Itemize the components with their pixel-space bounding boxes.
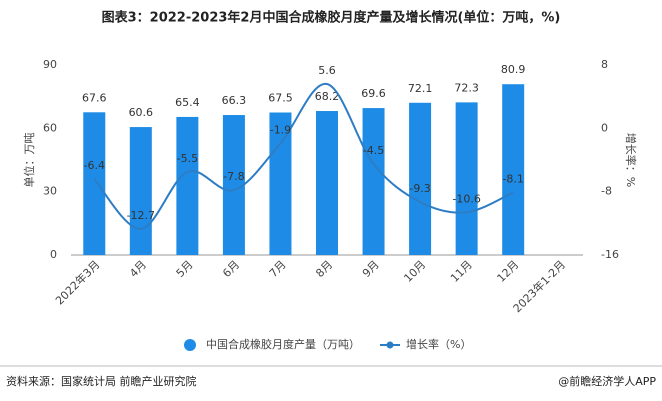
legend-label: 中国合成橡胶月度产量（万吨）: [206, 337, 360, 351]
bar: [129, 127, 152, 255]
bar: [455, 102, 478, 255]
x-tick-label: 10月: [401, 258, 428, 285]
line-value-label: -6.4: [84, 159, 105, 172]
x-tick-label: 6月: [220, 258, 242, 280]
chart-title: 图表3：2022-2023年2月中国合成橡胶月度产量及增长情况(单位：万吨，%): [102, 10, 561, 26]
y2-axis-label: 增长率：%: [624, 133, 638, 187]
line: [93, 82, 514, 230]
legend-swatch: [386, 341, 394, 349]
bar: [176, 116, 199, 255]
x-tick-label: 12月: [495, 258, 522, 285]
x-tick-label: 4月: [127, 258, 149, 280]
line-value-label: 5.6: [318, 64, 336, 77]
bar: [409, 102, 432, 256]
bar-value-label: 80.9: [501, 63, 526, 76]
x-tick-label: 7月: [267, 258, 289, 280]
x-tick-label: 8月: [313, 258, 335, 280]
bar-value-label: 65.4: [175, 96, 200, 109]
y2-tick-label: 8: [601, 58, 608, 71]
credit: @前瞻经济学人APP: [558, 374, 656, 388]
x-tick-label: 5月: [174, 258, 196, 280]
bar: [362, 108, 385, 255]
bar-value-label: 67.5: [268, 92, 293, 105]
y-tick-label: 90: [43, 58, 57, 71]
line-value-label: -7.8: [223, 170, 244, 183]
bar-value-label: 69.6: [361, 87, 386, 100]
y-tick-label: 0: [50, 248, 57, 261]
y-tick-label: 60: [43, 121, 57, 134]
y2-tick-label: -8: [601, 185, 612, 198]
legend-label: 增长率（%）: [406, 337, 471, 351]
bar: [269, 112, 292, 255]
line-value-label: -1.9: [270, 123, 291, 136]
bar-value-label: 66.3: [222, 94, 247, 107]
y-tick-label: 30: [43, 185, 57, 198]
bar-value-label: 68.2: [315, 90, 340, 103]
bar-value-label: 60.6: [129, 106, 154, 119]
bar: [83, 112, 106, 256]
line-value-label: -5.5: [177, 152, 198, 165]
legend-swatch: [184, 339, 196, 351]
line-value-label: -8.1: [502, 172, 523, 185]
line-value-label: -4.5: [363, 144, 384, 157]
x-tick-label: 9月: [360, 258, 382, 280]
y2-tick-label: 0: [601, 121, 608, 134]
bar: [502, 84, 525, 255]
bar-value-label: 72.1: [408, 82, 433, 95]
x-tick-label: 2022年3月: [52, 257, 102, 307]
x-tick-label: 11月: [448, 258, 475, 285]
line-value-label: -12.7: [127, 209, 155, 222]
bar: [222, 115, 245, 256]
line-value-label: -9.3: [409, 182, 430, 195]
y-axis-label: 单位：万吨: [22, 133, 36, 188]
bar: [316, 111, 338, 256]
line-value-label: -10.6: [452, 192, 480, 205]
source: 资料来源：国家统计局 前瞻产业研究院: [6, 374, 197, 388]
bar-value-label: 67.6: [82, 91, 107, 104]
y2-tick-label: -16: [601, 248, 619, 261]
bar-value-label: 72.3: [454, 81, 479, 94]
